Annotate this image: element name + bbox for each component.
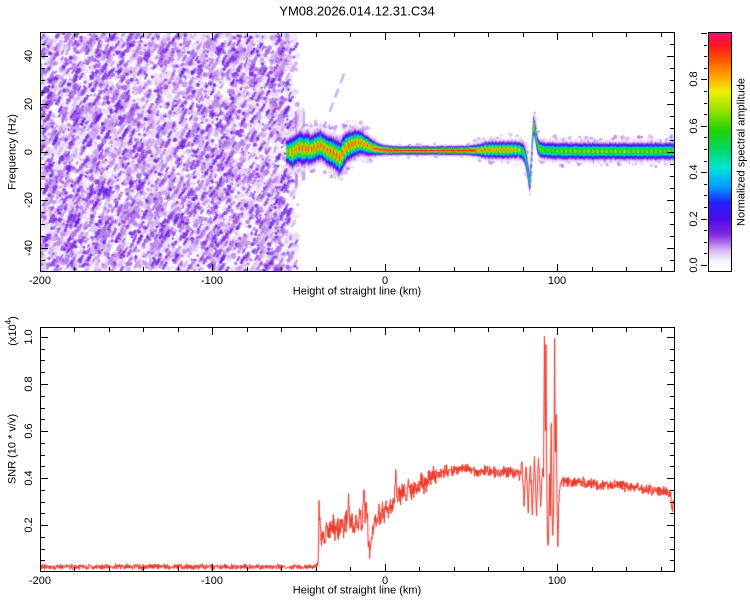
- figure-title: YM08.2026.014.12.31.C34: [279, 3, 435, 19]
- tick-mark: [704, 184, 707, 185]
- tick-label: -40: [23, 240, 35, 256]
- tick-label: 1.0: [23, 329, 35, 345]
- snr-scale-exponent: 4: [4, 319, 14, 325]
- tick-label: 0: [23, 148, 35, 156]
- tick-label: -200: [28, 275, 52, 287]
- tick-label: -20: [23, 192, 35, 208]
- tick-label: -100: [200, 275, 224, 287]
- tick-label: 40: [23, 49, 35, 63]
- tick-mark: [704, 45, 707, 46]
- tick-label: 100: [547, 575, 567, 587]
- tick-label: 0.8: [23, 376, 35, 392]
- colorbar-title: Normalized spectral amplitude: [735, 78, 748, 226]
- tick-mark: [704, 114, 707, 115]
- tick-label: 0.0: [688, 257, 700, 273]
- frequency-axis-label: Frequency (Hz): [6, 114, 19, 190]
- top-xaxis-label: Height of straight line (km): [292, 285, 422, 298]
- tick-mark: [704, 68, 707, 69]
- tick-mark: [704, 103, 707, 104]
- tick-mark: [701, 265, 707, 266]
- tick-mark: [701, 172, 707, 173]
- tick-label: 0.4: [688, 164, 700, 180]
- tick-mark: [704, 230, 707, 231]
- tick-mark: [704, 137, 707, 138]
- snr-scale-label: (x104): [4, 316, 19, 346]
- bottom-xaxis-label: Height of straight line (km): [292, 584, 422, 597]
- tick-label: 20: [23, 97, 35, 111]
- tick-label: -100: [200, 575, 224, 587]
- tick-mark: [704, 56, 707, 57]
- tick-label: 0.6: [23, 423, 35, 439]
- tick-mark: [701, 219, 707, 220]
- tick-mark: [704, 195, 707, 196]
- tick-label: 0.4: [23, 470, 35, 486]
- tick-mark: [704, 253, 707, 254]
- snr-plot: [40, 327, 675, 572]
- spectrogram-plot: [40, 32, 675, 272]
- tick-label: 100: [547, 275, 567, 287]
- tick-mark: [704, 149, 707, 150]
- tick-label: 0.2: [23, 517, 35, 533]
- tick-mark: [704, 242, 707, 243]
- tick-mark: [701, 33, 707, 34]
- snr-scale-suffix: ): [6, 316, 19, 320]
- tick-mark: [704, 91, 707, 92]
- colorbar: [708, 32, 732, 272]
- tick-mark: [704, 161, 707, 162]
- snr-axis-label: SNR (10 * v/v): [6, 413, 19, 485]
- tick-label: -200: [28, 575, 52, 587]
- tick-mark: [701, 79, 707, 80]
- tick-label: 0.8: [688, 71, 700, 87]
- tick-mark: [704, 207, 707, 208]
- tick-mark: [701, 126, 707, 127]
- tick-label: 0.2: [688, 211, 700, 227]
- tick-label: 0.6: [688, 118, 700, 134]
- snr-scale-prefix: (x10: [6, 324, 19, 346]
